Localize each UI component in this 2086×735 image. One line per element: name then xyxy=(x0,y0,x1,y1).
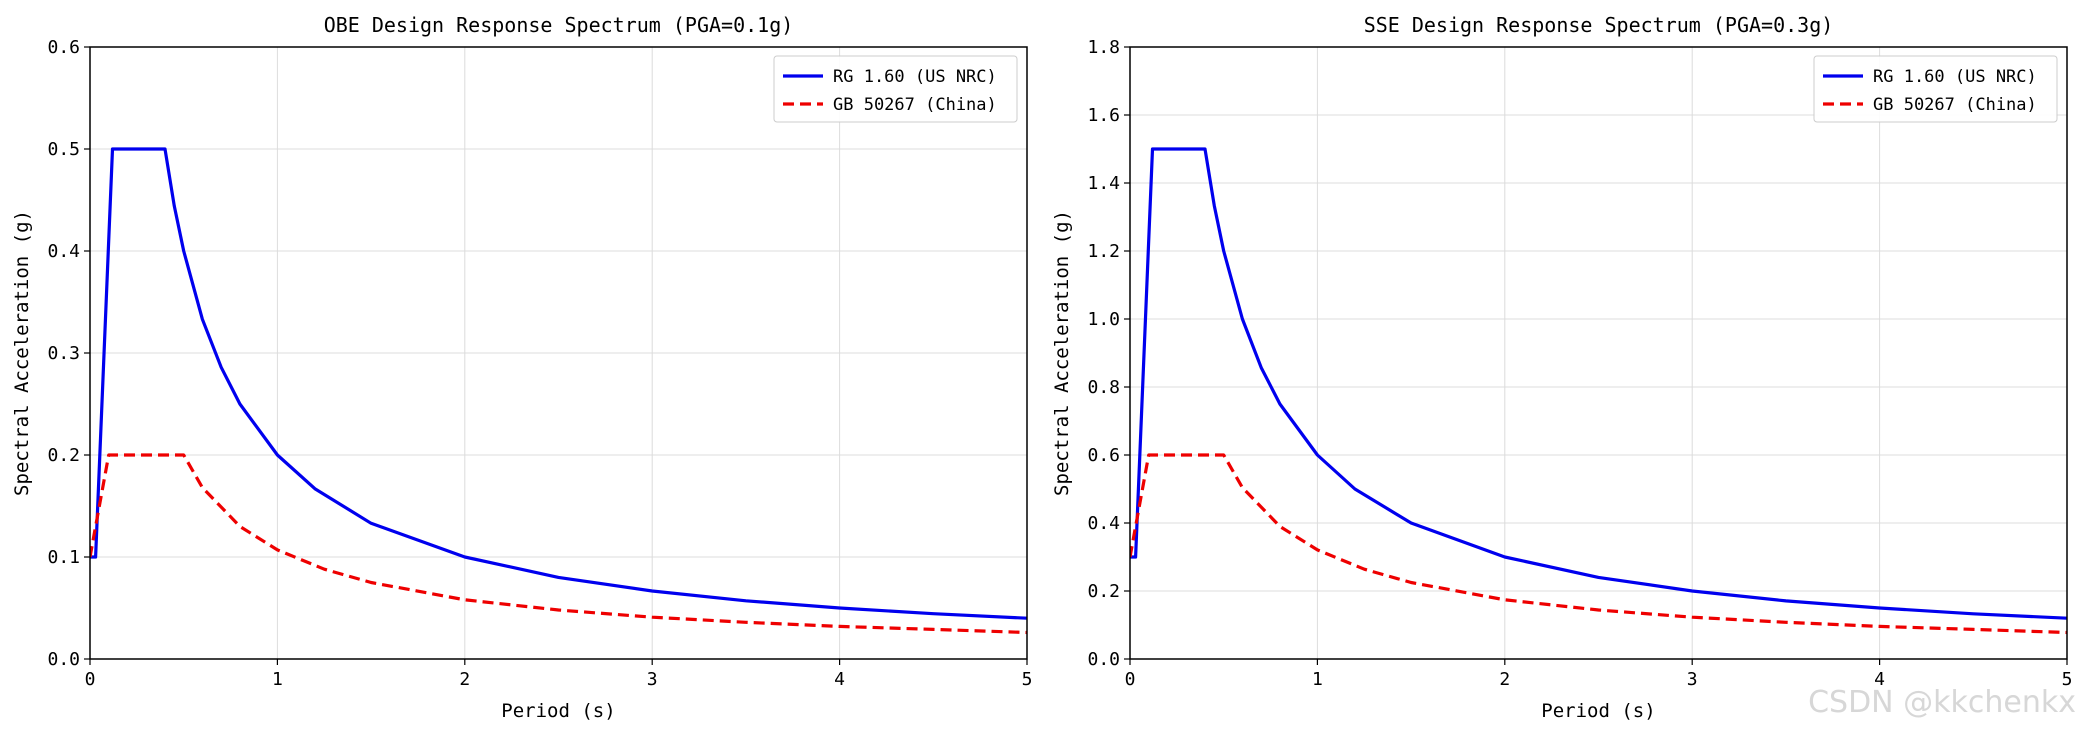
y-tick-label: 0.4 xyxy=(1087,513,1120,534)
x-tick-label: 3 xyxy=(1687,669,1698,690)
legend-gb50267-label: GB 50267 (China) xyxy=(833,95,997,115)
y-tick-label: 0.6 xyxy=(1087,445,1120,466)
legend-rg160-label: RG 1.60 (US NRC) xyxy=(833,67,997,87)
y-axis-label: Spectral Acceleration (g) xyxy=(1051,210,1073,496)
plot-frame xyxy=(1129,46,2068,660)
x-axis-label: Period (s) xyxy=(501,700,615,722)
y-tick-label: 1.8 xyxy=(1087,37,1120,58)
x-tick-label: 5 xyxy=(2062,669,2073,690)
x-tick-label: 0 xyxy=(85,669,96,690)
y-axis-label: Spectral Acceleration (g) xyxy=(11,210,33,496)
y-tick-label: 0.4 xyxy=(47,241,80,262)
x-tick-label: 4 xyxy=(1874,669,1885,690)
x-tick-label: 1 xyxy=(1312,669,1323,690)
y-tick-label: 0.3 xyxy=(47,343,80,364)
y-tick-label: 0.0 xyxy=(1087,649,1120,670)
y-tick-label: 1.4 xyxy=(1087,173,1120,194)
y-tick-label: 0.1 xyxy=(47,547,80,568)
rg160-series-line xyxy=(1130,147,2067,620)
gb50267-series-line xyxy=(90,453,1027,635)
y-tick-label: 0.2 xyxy=(1087,581,1120,602)
x-tick-label: 2 xyxy=(1499,669,1510,690)
chart-title: OBE Design Response Spectrum (PGA=0.1g) xyxy=(324,13,794,37)
sse-chart: 0 1 2 3 4 5 0.0 0.2 0.4 0.6 0.8 1.0 1.2 1.4 1.6 1.8 SSE … xyxy=(1051,13,2072,722)
legend: RG 1.60 (US NRC) GB 50267 (China) xyxy=(1813,55,2058,123)
x-axis-label: Period (s) xyxy=(1541,700,1655,722)
legend-box xyxy=(1813,55,2058,123)
y-tick-label: 0.0 xyxy=(47,649,80,670)
legend-gb50267-label: GB 50267 (China) xyxy=(1873,95,2037,115)
legend-box xyxy=(773,55,1018,123)
chart-title: SSE Design Response Spectrum (PGA=0.3g) xyxy=(1364,13,1834,37)
x-tick-label: 3 xyxy=(647,669,658,690)
legend: RG 1.60 (US NRC) GB 50267 (China) xyxy=(773,55,1018,123)
rg160-series-line xyxy=(90,147,1027,620)
x-tick-label: 2 xyxy=(459,669,470,690)
y-tick-label: 0.5 xyxy=(47,139,80,160)
gb50267-series-line xyxy=(1130,453,2067,635)
y-tick-label: 0.8 xyxy=(1087,377,1120,398)
y-tick-label: 0.2 xyxy=(47,445,80,466)
x-tick-label: 1 xyxy=(272,669,283,690)
x-tick-label: 4 xyxy=(834,669,845,690)
x-tick-label: 0 xyxy=(1125,669,1136,690)
y-tick-label: 1.6 xyxy=(1087,105,1120,126)
y-tick-label: 1.2 xyxy=(1087,241,1120,262)
watermark: CSDN @kkchenkx xyxy=(1808,685,2076,720)
y-tick-label: 0.6 xyxy=(47,37,80,58)
y-tick-label: 1.0 xyxy=(1087,309,1120,330)
x-tick-label: 5 xyxy=(1022,669,1033,690)
legend-rg160-label: RG 1.60 (US NRC) xyxy=(1873,67,2037,87)
obe-chart: 0 1 2 3 4 5 0.0 0.1 0.2 0.3 0.4 0.5 0.6 OBE Design Re… xyxy=(11,13,1032,722)
